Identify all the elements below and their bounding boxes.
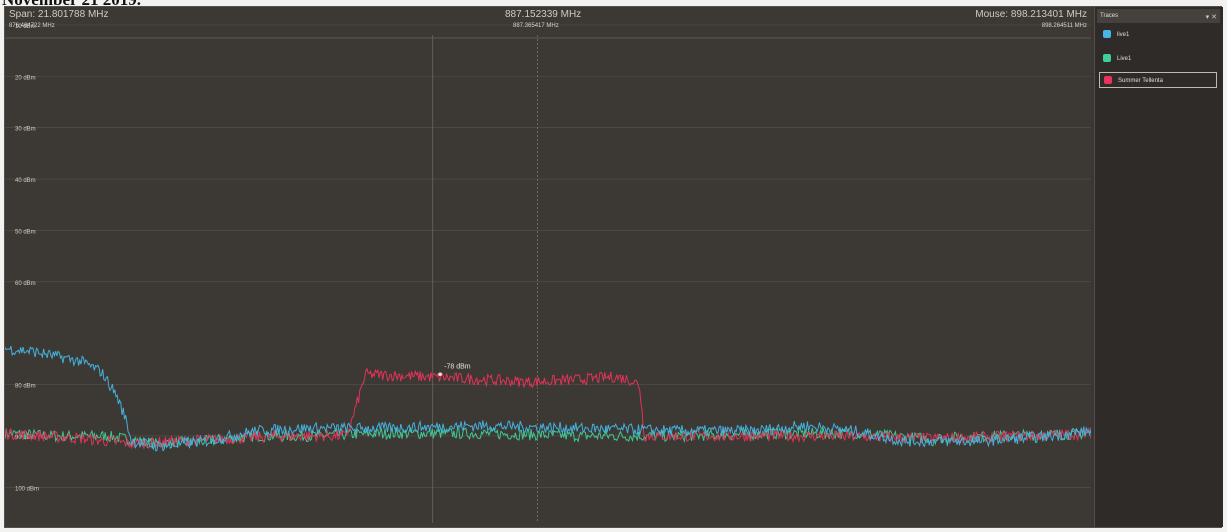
traces-panel: Traces ▾ ✕ live1 Live1 Summer Tellenta [1094, 7, 1223, 527]
spectrum-chart[interactable]: 10 dBm 20 dBm 30 dBm 40 dBm 50 dBm 60 dBm 80 d… [5, 7, 1091, 527]
trace-color-swatch [1103, 30, 1111, 39]
trace-label: Live1 [1117, 56, 1132, 62]
trace-item-live1-green[interactable]: Live1 [1099, 51, 1217, 67]
document-heading: November 21 2019. [2, 0, 141, 8]
y-tick-label: 10 dBm [15, 24, 36, 30]
trace-item-summer-tellenta[interactable]: Summer Tellenta [1099, 72, 1217, 88]
y-tick-label: 80 dBm [15, 384, 36, 390]
trace-item-live1[interactable]: live1 [1099, 27, 1217, 43]
trace-color-swatch [1103, 54, 1111, 63]
marker-value-label: -78 dBm [444, 363, 471, 370]
y-tick-label: 50 dBm [15, 229, 36, 235]
trace-label: live1 [1117, 32, 1130, 38]
plot-background [5, 7, 1091, 527]
traces-title-label: Traces [1100, 13, 1119, 19]
trace-color-swatch [1104, 76, 1112, 85]
spectrum-plot-area[interactable]: 10 dBm 20 dBm 30 dBm 40 dBm 50 dBm 60 dBm 80 d… [5, 7, 1091, 527]
center-frequency: 887.152339 MHz [505, 9, 582, 20]
marker-point [438, 372, 442, 377]
y-tick-label: 100 dBm [15, 486, 39, 492]
span-label: Span: 21.801788 MHz [9, 9, 109, 20]
y-tick-label: 40 dBm [15, 178, 36, 184]
panel-controls-icon[interactable]: ▾ ✕ [1205, 14, 1217, 21]
y-tick-label: 20 dBm [15, 75, 36, 81]
start-frequency: 876.464722 MHz [9, 23, 55, 29]
center-frequency-sub: 887.365417 MHz [513, 23, 559, 29]
trace-label: Summer Tellenta [1118, 78, 1163, 84]
spectrum-analyzer-window: 10 dBm 20 dBm 30 dBm 40 dBm 50 dBm 60 dBm 80 d… [4, 6, 1223, 528]
mouse-frequency: Mouse: 898.213401 MHz [975, 9, 1087, 20]
traces-panel-title: Traces ▾ ✕ [1097, 9, 1220, 23]
y-tick-label: 30 dBm [15, 127, 36, 133]
trace-summer-tellenta [5, 367, 1091, 450]
trace-live1 [5, 345, 1091, 452]
stop-frequency: 898.264511 MHz [1041, 23, 1087, 29]
y-tick-label: 60 dBm [15, 281, 36, 287]
